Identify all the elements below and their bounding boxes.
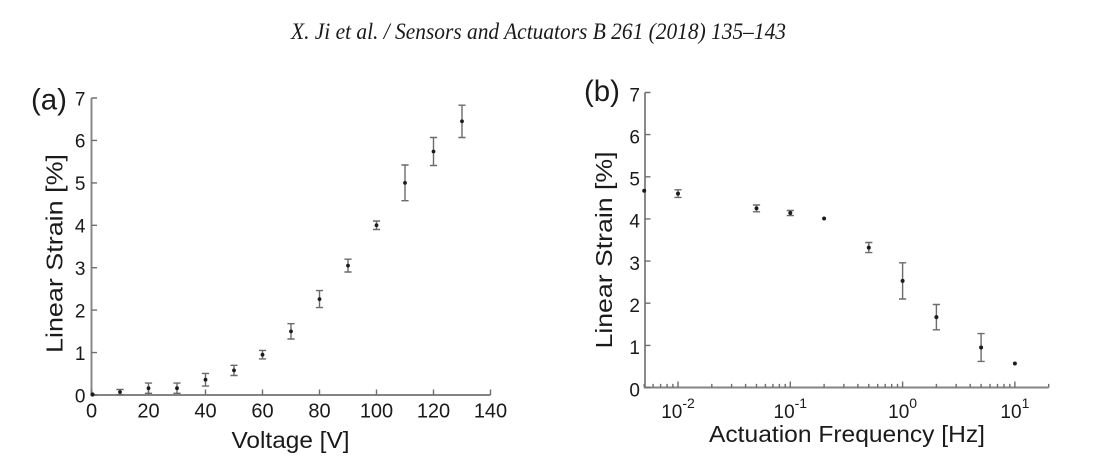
svg-text:6: 6 <box>75 132 86 153</box>
svg-text:80: 80 <box>308 401 330 423</box>
svg-text:7: 7 <box>629 85 640 106</box>
svg-text:140: 140 <box>474 401 507 423</box>
svg-text:100: 100 <box>360 401 393 423</box>
svg-text:4: 4 <box>75 217 86 238</box>
svg-text:7: 7 <box>75 89 86 110</box>
svg-text:60: 60 <box>251 401 273 423</box>
svg-text:1: 1 <box>75 344 86 365</box>
svg-text:(a): (a) <box>31 84 67 117</box>
svg-text:101: 101 <box>1000 395 1029 423</box>
svg-text:0: 0 <box>629 380 640 401</box>
svg-text:2: 2 <box>629 296 640 317</box>
svg-text:5: 5 <box>75 174 86 195</box>
svg-text:2: 2 <box>75 301 86 322</box>
svg-text:6: 6 <box>629 127 640 148</box>
svg-text:Voltage [V]: Voltage [V] <box>232 427 350 453</box>
svg-text:5: 5 <box>629 170 640 191</box>
svg-text:100: 100 <box>888 395 917 423</box>
svg-text:0: 0 <box>86 401 97 423</box>
svg-text:Linear Strain [%]: Linear Strain [%] <box>591 152 617 349</box>
svg-text:3: 3 <box>629 254 640 275</box>
svg-text:10-1: 10-1 <box>774 395 808 423</box>
svg-text:120: 120 <box>417 401 450 423</box>
svg-text:X. Ji et al. / Sensors and Act: X. Ji et al. / Sensors and Actuators B 2… <box>290 19 786 44</box>
svg-text:20: 20 <box>137 401 159 423</box>
svg-text:Actuation Frequency [Hz]: Actuation Frequency [Hz] <box>709 421 985 447</box>
svg-text:Linear Strain [%]: Linear Strain [%] <box>41 154 67 353</box>
svg-text:(b): (b) <box>584 75 620 108</box>
svg-text:3: 3 <box>75 259 86 280</box>
svg-text:1: 1 <box>629 338 640 359</box>
svg-text:0: 0 <box>75 386 86 407</box>
svg-text:4: 4 <box>629 212 640 233</box>
svg-text:10-2: 10-2 <box>661 395 695 423</box>
svg-text:40: 40 <box>194 401 216 423</box>
